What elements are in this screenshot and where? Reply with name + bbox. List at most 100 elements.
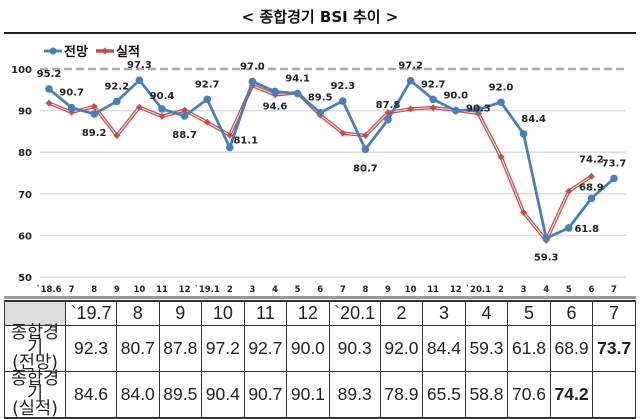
- legend-actual-marker: [101, 47, 109, 55]
- forecast-point: [497, 98, 505, 107]
- legend-actual-label: 실적: [116, 44, 140, 60]
- column-header: 3: [422, 300, 466, 326]
- table-cell: 92.0: [379, 325, 424, 372]
- x-tick-label: 8: [91, 285, 97, 295]
- data-label: 92.7: [195, 79, 220, 90]
- table-cell: 74.2: [549, 371, 594, 419]
- forecast-point: [542, 234, 550, 243]
- x-tick-label: `18.6: [36, 284, 61, 295]
- table-cell: 90.7: [243, 371, 288, 419]
- actual-point: [113, 132, 121, 140]
- chart-area: 50 60 70 80 90 100 `18.6 7 8 9 10 11 12 `19.1 2 3 4 5 6 7 8 9…: [4, 32, 636, 299]
- forecast-point: [271, 87, 279, 96]
- x-tick-label: `20.1: [466, 284, 491, 295]
- legend-forecast-label: 전망: [64, 44, 88, 60]
- x-tick-label: 6: [317, 285, 323, 295]
- table-cell: 84.4: [422, 325, 466, 372]
- chart-title: < 종합경기 BSI 추이 >: [241, 8, 399, 26]
- data-label: 95.2: [37, 69, 62, 80]
- table-cell: 89.5: [158, 371, 203, 419]
- forecast-point: [135, 76, 144, 85]
- data-label: 59.3: [534, 252, 559, 263]
- column-header: 12: [286, 300, 330, 326]
- x-tick-label: 7: [340, 285, 346, 295]
- x-tick-label: 12: [179, 285, 191, 295]
- table-cell: 84.0: [116, 371, 160, 419]
- actual-point: [587, 172, 595, 180]
- row-label-line2: (전망): [12, 353, 58, 373]
- row-label-line1: 종합경기: [10, 369, 60, 404]
- x-tick-label: 9: [114, 285, 120, 295]
- forecast-point: [90, 110, 98, 118]
- column-header: `19.7: [65, 300, 117, 326]
- data-label: 92.0: [489, 82, 514, 93]
- x-tick-label: 7: [611, 285, 617, 295]
- y-tick-label: 90: [18, 107, 32, 118]
- data-label: 89.5: [308, 93, 333, 104]
- forecast-point: [361, 145, 370, 154]
- column-header: `20.1: [328, 300, 381, 326]
- actual-point: [565, 187, 573, 195]
- x-tick-label: 11: [156, 285, 168, 295]
- column-header: 11: [243, 300, 288, 326]
- x-tick-label: `19.1: [195, 284, 220, 295]
- column-header: 2: [379, 300, 424, 326]
- table-cell: 84.6: [65, 371, 117, 419]
- forecast-point: [452, 106, 460, 115]
- forecast-point: [519, 130, 528, 138]
- forecast-point: [339, 97, 347, 105]
- y-tick-label: 100: [11, 65, 32, 76]
- forecast-point: [45, 85, 53, 93]
- y-tick-label: 60: [18, 231, 32, 242]
- data-label: 90.4: [150, 91, 175, 102]
- table-cell: 68.9: [549, 325, 594, 372]
- data-label: 87.8: [376, 100, 401, 111]
- column-header: 8: [116, 300, 160, 326]
- x-tick-label: 2: [498, 285, 504, 295]
- x-tick-label: 3: [249, 285, 255, 295]
- table-cell: 78.9: [379, 371, 424, 419]
- data-label: 97.3: [127, 60, 152, 71]
- forecast-point: [293, 89, 302, 98]
- actual-point: [226, 131, 234, 139]
- forecast-point: [565, 224, 573, 232]
- forecast-point: [384, 115, 392, 124]
- table-cell: 87.8: [158, 325, 203, 372]
- column-header: 7: [592, 300, 636, 326]
- x-tick-label: 5: [295, 285, 301, 295]
- data-label: 81.1: [233, 136, 258, 147]
- table-cell: 92.7: [243, 325, 288, 372]
- x-tick-label: 5: [566, 285, 572, 295]
- forecast-point: [158, 105, 166, 113]
- data-label: 97.0: [240, 61, 265, 72]
- actual-point: [497, 153, 505, 161]
- column-header: 6: [549, 300, 594, 326]
- data-label: 61.8: [574, 224, 599, 235]
- actual-point: [181, 106, 189, 114]
- x-tick-label: 4: [272, 285, 278, 295]
- forecast-point: [429, 95, 438, 104]
- table-cell: 80.7: [116, 325, 160, 372]
- x-tick-label: 7: [69, 285, 75, 295]
- table-row-forecast: 종합경기 (전망) 92.3 80.7 87.8 97.2 92.7 90.0 90.3 92.0…: [4, 323, 636, 373]
- x-tick-label: 3: [521, 285, 527, 295]
- row-label-line1: 종합경기: [10, 323, 60, 358]
- forecast-point: [587, 194, 596, 203]
- x-tick-label: 11: [427, 285, 439, 295]
- forecast-point: [113, 97, 121, 106]
- table-cell: 59.3: [464, 325, 509, 372]
- x-tick-label: 6: [588, 285, 594, 295]
- data-label: 88.7: [172, 130, 197, 141]
- data-label: 80.7: [353, 163, 378, 174]
- x-tick-label: 8: [362, 285, 368, 295]
- x-tick-label: 10: [133, 285, 145, 295]
- forecast-point: [248, 77, 257, 86]
- x-tick-label: 12: [450, 285, 462, 295]
- data-label: 68.9: [579, 182, 604, 193]
- data-label: 92.2: [104, 81, 129, 92]
- actual-point: [203, 118, 211, 126]
- forecast-point: [67, 103, 76, 112]
- actual-line: [48, 83, 593, 244]
- y-tick-label: 50: [18, 273, 32, 284]
